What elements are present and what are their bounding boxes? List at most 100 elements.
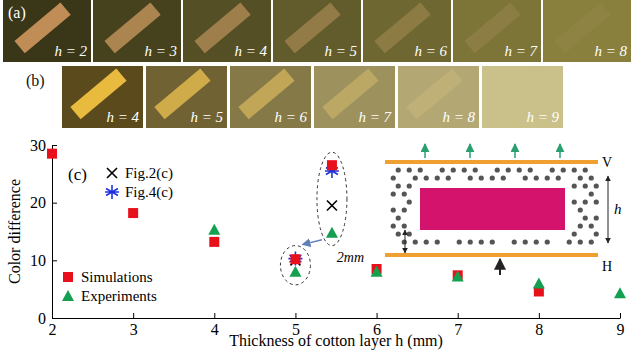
fiber-dot	[589, 223, 594, 228]
fiber-dot	[440, 167, 445, 172]
fiber-dot	[545, 239, 550, 244]
fiber-dot	[534, 175, 539, 180]
fiber-dot	[396, 183, 401, 188]
group-arrow	[302, 240, 322, 245]
data-point	[327, 160, 337, 170]
fiber-dot	[501, 175, 506, 180]
fiber-dot	[424, 175, 429, 180]
x-tick: 3	[130, 313, 138, 338]
fiber-dot	[594, 215, 599, 220]
fiber-dot	[446, 175, 451, 180]
x-tick: 4	[211, 313, 219, 338]
tile-caption: h = 5	[190, 109, 223, 125]
photo-tile	[93, 0, 181, 62]
fiber-dot	[589, 175, 594, 180]
fiber-dot	[473, 167, 478, 172]
series	[47, 149, 544, 297]
fiber-dot	[583, 215, 588, 220]
fiber-dot	[561, 167, 566, 172]
photo-tile	[314, 66, 395, 128]
photo-tile	[363, 0, 451, 62]
x-axis-title: Thickness of cotton layer h (mm)	[229, 332, 443, 350]
figure: h = 2h = 3h = 4h = 5h = 6h = 7h = 8(a)h …	[0, 0, 632, 350]
group-highlights	[280, 152, 347, 285]
fiber-dot	[490, 239, 495, 244]
y-tick-mark	[52, 318, 57, 319]
fiber-dot	[407, 183, 412, 188]
gap-arrow	[405, 230, 406, 253]
tile-background	[183, 0, 271, 62]
fiber-dot	[578, 239, 583, 244]
fiber-dot	[457, 239, 462, 244]
fiber-dot	[396, 231, 401, 236]
legend-label: Fig.4(c)	[125, 184, 173, 201]
data-point	[47, 149, 57, 159]
y-tick-label: 10	[30, 252, 46, 269]
x-tick-label: 3	[130, 321, 138, 338]
panel-label: (a)	[8, 4, 26, 22]
y-tick-mark	[52, 145, 57, 146]
photo-panel: h = 4h = 5h = 6h = 7h = 8h = 9(b)	[26, 66, 563, 128]
tile-caption: h = 8	[442, 109, 475, 125]
fiber-dot	[391, 207, 396, 212]
group-ellipse	[317, 152, 347, 245]
plate	[385, 160, 598, 164]
plot-area	[47, 149, 626, 299]
cotton-fibers	[391, 167, 599, 244]
photo-tile	[482, 66, 563, 128]
group-ellipse	[280, 246, 310, 285]
panel-label: (c)	[68, 165, 87, 184]
tile-caption: h = 8	[594, 43, 627, 59]
fiber-dot	[396, 167, 401, 172]
legend-symbol	[105, 185, 119, 199]
inset-label: 2mm	[337, 250, 364, 265]
inset-diagram: VHh2mm	[337, 144, 622, 275]
fiber-dot	[495, 167, 500, 172]
fiber-dot	[402, 191, 407, 196]
tile-caption: h = 7	[504, 43, 538, 59]
x-tick: 8	[535, 313, 543, 338]
tile-caption: h = 4	[106, 109, 139, 125]
tile-caption: h = 5	[324, 43, 357, 59]
fiber-dot	[407, 231, 412, 236]
data-point	[452, 270, 464, 281]
fiber-dot	[435, 239, 440, 244]
tile-background	[3, 0, 91, 62]
series	[288, 164, 339, 266]
y-tick-label: 0	[38, 310, 46, 327]
photo-tile	[453, 0, 541, 62]
fiber-dot	[413, 175, 418, 180]
tile-caption: h = 7	[358, 109, 392, 125]
y-tick-mark	[52, 260, 57, 261]
legend-symbol	[62, 290, 74, 301]
source-arrow	[499, 259, 501, 275]
fiber-dot	[479, 239, 484, 244]
inset-label: h	[614, 201, 622, 217]
fiber-dot	[528, 167, 533, 172]
y-tick-label: 30	[30, 137, 46, 154]
light-arrow	[424, 144, 426, 158]
fiber-dot	[391, 223, 396, 228]
thickness-arrow	[608, 176, 609, 243]
photo-tile	[183, 0, 271, 62]
fiber-dot	[578, 207, 583, 212]
fiber-dot	[407, 199, 412, 204]
legend: Fig.2(c)Fig.4(c)SimulationsExperiments	[62, 165, 173, 304]
y-tick: 0	[38, 310, 57, 327]
tile-background	[398, 66, 479, 128]
fiber-dot	[572, 199, 577, 204]
fiber-dot	[583, 199, 588, 204]
fiber-dot	[402, 207, 407, 212]
fiber-dot	[391, 175, 396, 180]
tile-background	[230, 66, 311, 128]
tile-caption: h = 6	[274, 109, 307, 125]
y-tick-label: 20	[30, 194, 46, 211]
data-point	[288, 252, 302, 266]
x-tick-label: 9	[617, 321, 625, 338]
photo-tile	[62, 66, 143, 128]
x-tick-mark	[295, 313, 296, 318]
tile-background	[482, 66, 563, 128]
x-tick-mark	[133, 313, 134, 318]
data-point	[208, 224, 220, 235]
fiber-dot	[594, 231, 599, 236]
